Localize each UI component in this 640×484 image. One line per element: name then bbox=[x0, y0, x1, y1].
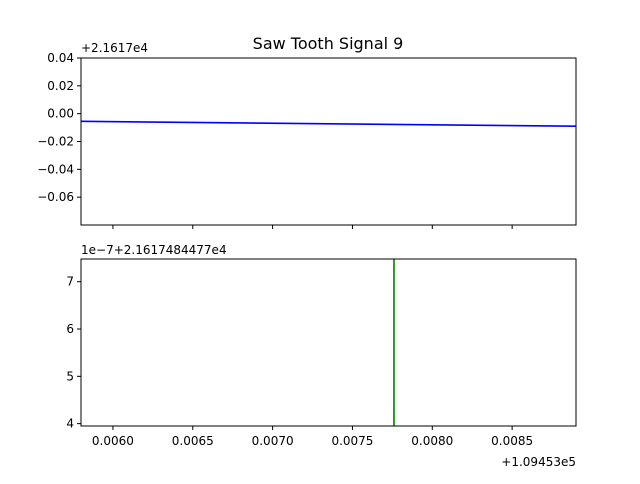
y-tick-label: −0.04 bbox=[37, 162, 74, 176]
top-y-offset-label: +2.1617e4 bbox=[81, 41, 148, 55]
y-tick-label: 0.00 bbox=[47, 107, 74, 121]
y-tick-label: −0.02 bbox=[37, 135, 74, 149]
x-tick-label: 0.0065 bbox=[172, 434, 214, 448]
y-tick-label: 0.02 bbox=[47, 79, 74, 93]
bottom-panel: 1e−7+2.1617484477e4 +1.09453e5 7 6 5 4 0.006… bbox=[66, 243, 577, 469]
y-tick-label: 0.04 bbox=[47, 51, 74, 65]
axes-frame bbox=[80, 258, 577, 427]
y-tick-label: 4 bbox=[66, 417, 74, 431]
top-panel: +2.1617e4 0.04 0.02 0.00 −0.02 −0.04 −0.06 bbox=[37, 41, 577, 229]
x-tick-label: 0.0085 bbox=[491, 434, 533, 448]
bottom-y-offset-label: 1e−7+2.1617484477e4 bbox=[81, 243, 227, 257]
x-tick-label: 0.0070 bbox=[252, 434, 294, 448]
chart-title: Saw Tooth Signal 9 bbox=[253, 34, 404, 53]
x-tick-label: 0.0060 bbox=[92, 434, 134, 448]
series-line-0-0 bbox=[80, 120, 577, 127]
bottom-x-offset-label: +1.09453e5 bbox=[501, 455, 576, 469]
x-tick-label: 0.0080 bbox=[411, 434, 453, 448]
top-plot-area: 0.04 0.02 0.00 −0.02 −0.04 −0.06 bbox=[37, 51, 577, 229]
y-tick-label: −0.06 bbox=[37, 190, 74, 204]
y-tick-label: 5 bbox=[66, 369, 74, 383]
y-tick-label: 7 bbox=[66, 275, 74, 289]
bottom-plot-area: 7 6 5 4 0.0060 0.0065 0.0070 0.0075 0.0080 0.0085 bbox=[66, 258, 577, 448]
y-tick-label: 6 bbox=[66, 322, 74, 336]
x-tick-label: 0.0075 bbox=[331, 434, 373, 448]
